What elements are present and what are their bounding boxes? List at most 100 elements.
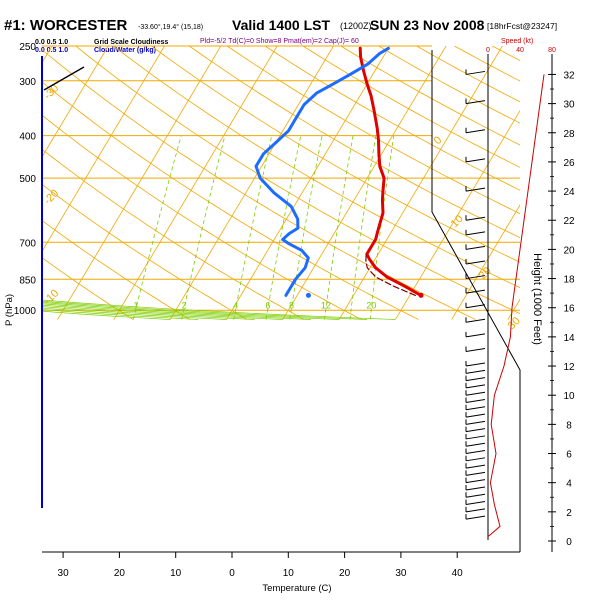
sounding-traces (256, 48, 424, 298)
height-label-2: 2 (566, 508, 572, 519)
speed-tick-0: 0 (486, 47, 490, 54)
wind-barb (466, 130, 485, 133)
wind-barb (466, 71, 485, 74)
cloud-scale-label: Grid Scale Cloudiness (94, 39, 168, 46)
isotherm-label-6: 30 (506, 315, 523, 332)
wind-barb (466, 348, 485, 351)
pressure-label-500: 500 (19, 174, 36, 185)
surface-temperature-dot (419, 293, 424, 298)
mixing-ratio-line (350, 136, 376, 320)
mixing-ratio-line (266, 136, 301, 320)
wind-barb (466, 502, 485, 505)
height-label-26: 26 (563, 158, 575, 169)
x-tick-label-6: 30 (395, 568, 407, 579)
wind-barb (466, 319, 485, 322)
height-label-28: 28 (563, 129, 575, 140)
wind-barb (466, 392, 485, 395)
height-label-24: 24 (563, 187, 575, 198)
height-label-32: 32 (563, 70, 575, 81)
trace-temperature (360, 48, 421, 295)
stability-params: Pld=-5/2 Td(C)=0 Show=8 Pmat(em)=2 Cap(J… (200, 38, 359, 45)
temperature-ticks: 30 20 10 0 10 20 30 40 (58, 552, 464, 579)
x-tick-label-4: 10 (283, 568, 295, 579)
height-label-0: 0 (566, 537, 572, 548)
mixing-ratio-line (182, 136, 225, 320)
wind-barbs (466, 69, 485, 519)
forecast-hour: [18hrFcst@23247] (487, 21, 557, 31)
mixing-ratio-lines (0, 46, 395, 320)
wind-barb (466, 232, 485, 235)
speed-tick-80: 80 (548, 47, 556, 54)
cloud-scale-ticks: 0.0 0.5 1.0 (35, 39, 68, 46)
moist-adiabat (0, 46, 395, 320)
x-tick-label-0: 30 (58, 568, 70, 579)
wind-barb (466, 516, 485, 519)
wind-barb (466, 246, 485, 249)
wind-barb (466, 407, 485, 410)
wind-barb (466, 458, 485, 461)
wind-panel-border (432, 50, 520, 552)
forecast-date: SUN 23 Nov 2008 (370, 17, 485, 33)
speed-tick-40: 40 (516, 47, 524, 54)
cloudwater-label: Cloud/Water (g/kg) (94, 47, 156, 54)
wind-barb (466, 443, 485, 446)
height-label-22: 22 (563, 216, 575, 227)
isotherm (508, 38, 600, 319)
pressure-label-300: 300 (19, 77, 36, 88)
x-tick-label-3: 0 (229, 568, 235, 579)
wind-barb (466, 487, 485, 490)
dry-adiabat (441, 38, 600, 319)
speed-axis-label: Speed (kt) (501, 38, 533, 45)
height-label-16: 16 (563, 304, 575, 315)
surface-dewpoint-dot (306, 293, 311, 298)
wind-barb (466, 399, 485, 402)
wind-barb (466, 480, 485, 483)
wind-barb (466, 465, 485, 468)
mixing-ratio-line (133, 136, 181, 320)
mixing-ratio-label-6: 20 (366, 300, 376, 310)
mixing-ratio-line (234, 136, 272, 320)
isotherm-label-4: 10 (449, 213, 466, 230)
wind-barb (466, 363, 485, 366)
station-title: #1: WORCESTER (4, 17, 128, 34)
mixing-ratio-label-5: 12 (321, 300, 331, 310)
x-tick-label-7: 40 (452, 568, 464, 579)
mixing-ratio-label-3: 6 (265, 300, 270, 310)
height-label-18: 18 (563, 275, 575, 286)
cloudwater-ticks: 0.0 0.5 1.0 (35, 47, 68, 54)
height-axis-title: Height (1000 Feet) (531, 253, 543, 345)
x-tick-label-2: 10 (170, 568, 182, 579)
dry-adiabat (553, 38, 600, 319)
valid-time: Valid 1400 LST (232, 17, 330, 33)
wind-barb (466, 472, 485, 475)
station-coords: -33.60°,19.4° (15,18) (138, 23, 203, 31)
pressure-label-400: 400 (19, 132, 36, 143)
isotherm-label-3: 0 (432, 134, 445, 147)
mixing-ratio-label-0: 1 (133, 300, 138, 310)
pressure-label-1000: 1000 (14, 306, 37, 317)
height-label-20: 20 (563, 245, 575, 256)
wind-barb (466, 494, 485, 497)
dry-adiabat (516, 38, 600, 319)
wind-barb (466, 451, 485, 454)
x-tick-label-1: 20 (114, 568, 126, 579)
wind-barb (466, 334, 485, 337)
isotherm-label-1: -20 (42, 187, 62, 207)
wind-barb (466, 305, 485, 308)
height-label-8: 8 (566, 420, 572, 431)
height-label-12: 12 (563, 362, 575, 373)
mixing-ratio-line (325, 136, 354, 320)
wind-barb (466, 159, 485, 162)
utc-time: (1200Z) (340, 21, 372, 31)
height-label-30: 30 (563, 100, 575, 111)
mixing-ratio-label-4: 8 (289, 300, 294, 310)
height-label-4: 4 (566, 479, 572, 490)
mixing-ratio-line (370, 136, 394, 320)
wind-barb (466, 429, 485, 432)
height-label-10: 10 (563, 391, 575, 402)
x-tick-label-5: 20 (339, 568, 351, 579)
